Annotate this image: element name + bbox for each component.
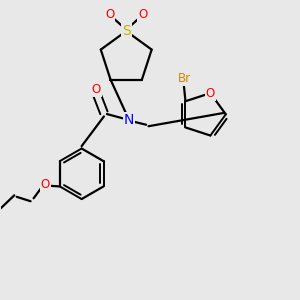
Text: O: O xyxy=(105,8,115,21)
Text: O: O xyxy=(41,178,50,191)
Text: O: O xyxy=(206,87,215,100)
Text: Br: Br xyxy=(178,72,191,85)
Text: O: O xyxy=(138,8,147,21)
Text: O: O xyxy=(92,83,101,97)
Text: S: S xyxy=(122,24,130,38)
Text: N: N xyxy=(124,113,134,127)
